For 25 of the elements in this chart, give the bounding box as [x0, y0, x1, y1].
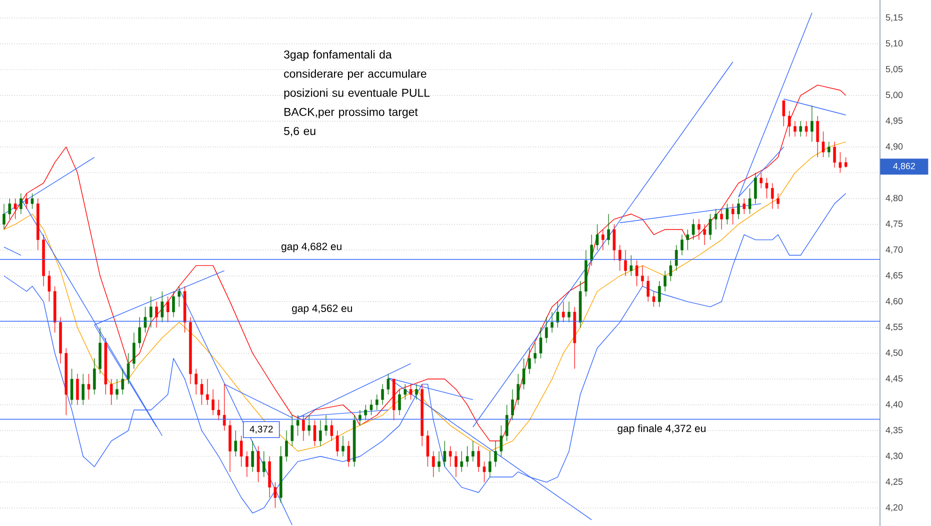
y-tick-label: 4,95 — [886, 117, 903, 125]
text: 4,862 — [893, 162, 915, 170]
y-tick-label: 4,50 — [886, 350, 903, 357]
y-tick-label: 4,60 — [886, 298, 903, 306]
y-tick-label: 5,15 — [886, 14, 903, 22]
y-tick-label: 5,05 — [886, 66, 903, 74]
y-tick-label: 4,75 — [886, 220, 903, 228]
y-tick-label: 4,90 — [886, 143, 903, 151]
ref-line-label: gap 4,562 eu — [292, 304, 352, 314]
annotation: 4,372 — [250, 426, 273, 434]
y-tick-label: 4,45 — [886, 375, 903, 383]
y-tick-label: 5,10 — [886, 40, 903, 48]
y-tick-label: 4,40 — [886, 401, 903, 409]
y-tick-label: 4,35 — [886, 426, 903, 434]
y-tick-label: 4,80 — [886, 194, 903, 202]
y-tick-label: 4,65 — [886, 272, 903, 280]
y-tick-label: 4,30 — [886, 452, 903, 460]
ref-line-label: gap finale 4,372 eu — [618, 424, 706, 434]
y-tick-label: 4,20 — [886, 504, 903, 512]
ref-line-label: gap 4,682 eu — [281, 242, 342, 252]
y-tick-label: 4,25 — [886, 478, 903, 486]
y-tick-label: 4,55 — [886, 324, 903, 332]
y-tick-label: 5,00 — [886, 92, 903, 100]
y-tick-label: 4,70 — [886, 246, 903, 254]
annotation: 3gap fonfamentali da considerare per accumulare posizioni su eventuale PULL BACK,per prossimo target 5,6 eu — [284, 50, 430, 136]
